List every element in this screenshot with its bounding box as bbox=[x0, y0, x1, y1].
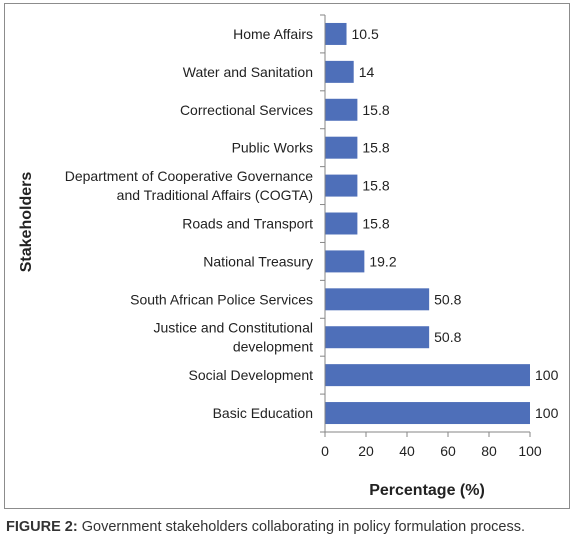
value-label: 100 bbox=[535, 405, 559, 421]
category-label: Water and Sanitation bbox=[183, 64, 313, 80]
value-label: 14 bbox=[359, 64, 375, 80]
x-tick-label: 20 bbox=[358, 443, 374, 459]
value-label: 50.8 bbox=[434, 329, 461, 345]
value-label: 10.5 bbox=[352, 26, 379, 42]
category-label: Social Development bbox=[188, 367, 313, 383]
bar bbox=[325, 326, 430, 349]
x-axis-title: Percentage (%) bbox=[369, 482, 485, 499]
bar bbox=[325, 136, 358, 159]
x-tick-label: 0 bbox=[321, 443, 329, 459]
caption-label: FIGURE 2: bbox=[6, 519, 78, 535]
bar bbox=[325, 212, 358, 235]
bar bbox=[325, 174, 358, 197]
figure-caption: FIGURE 2: Government stakeholders collab… bbox=[6, 519, 525, 535]
bar bbox=[325, 60, 354, 83]
bar bbox=[325, 402, 530, 425]
bar bbox=[325, 364, 530, 387]
category-label: Basic Education bbox=[213, 405, 313, 421]
x-tick-label: 60 bbox=[440, 443, 456, 459]
category-label: National Treasury bbox=[203, 253, 313, 269]
category-label: Department of Cooperative Governance and … bbox=[65, 168, 313, 203]
bars-group bbox=[325, 22, 530, 425]
x-tick-label: 100 bbox=[518, 443, 542, 459]
caption-text: Government stakeholders collaborating in… bbox=[77, 519, 526, 535]
value-label: 15.8 bbox=[362, 140, 389, 156]
value-labels: 10.5 14 15.8 15.8 15.8 15.8 19.2 50.8 50.8 100 100 bbox=[352, 26, 559, 421]
bar bbox=[325, 98, 358, 121]
value-label: 15.8 bbox=[362, 178, 389, 194]
x-tick-label: 80 bbox=[481, 443, 497, 459]
y-axis-title: Stakeholders bbox=[18, 172, 35, 273]
figure-frame bbox=[4, 3, 570, 509]
category-labels: Home Affairs Water and Sanitation Correcti… bbox=[65, 26, 313, 421]
category-label: Public Works bbox=[232, 140, 313, 156]
y-axis-title-group: Stakeholders bbox=[18, 172, 35, 273]
bar-chart: Stakeholders Home Affairs Water and Sanit… bbox=[18, 14, 559, 499]
value-label: 19.2 bbox=[369, 253, 396, 269]
category-label: Correctional Services bbox=[180, 102, 313, 118]
bar bbox=[325, 288, 430, 311]
category-label: Justice and Constitutional development bbox=[153, 320, 313, 355]
value-label: 50.8 bbox=[434, 291, 461, 307]
bar bbox=[325, 250, 365, 273]
x-tick-labels: 0 20 40 60 80 100 bbox=[321, 443, 542, 459]
category-label: Home Affairs bbox=[233, 26, 313, 42]
value-label: 15.8 bbox=[362, 102, 389, 118]
x-tick-label: 40 bbox=[399, 443, 415, 459]
axes bbox=[320, 14, 531, 437]
value-label: 15.8 bbox=[362, 216, 389, 232]
bar bbox=[325, 22, 347, 45]
value-label: 100 bbox=[535, 367, 559, 383]
category-label: South African Police Services bbox=[130, 291, 313, 307]
category-label: Roads and Transport bbox=[182, 216, 313, 232]
